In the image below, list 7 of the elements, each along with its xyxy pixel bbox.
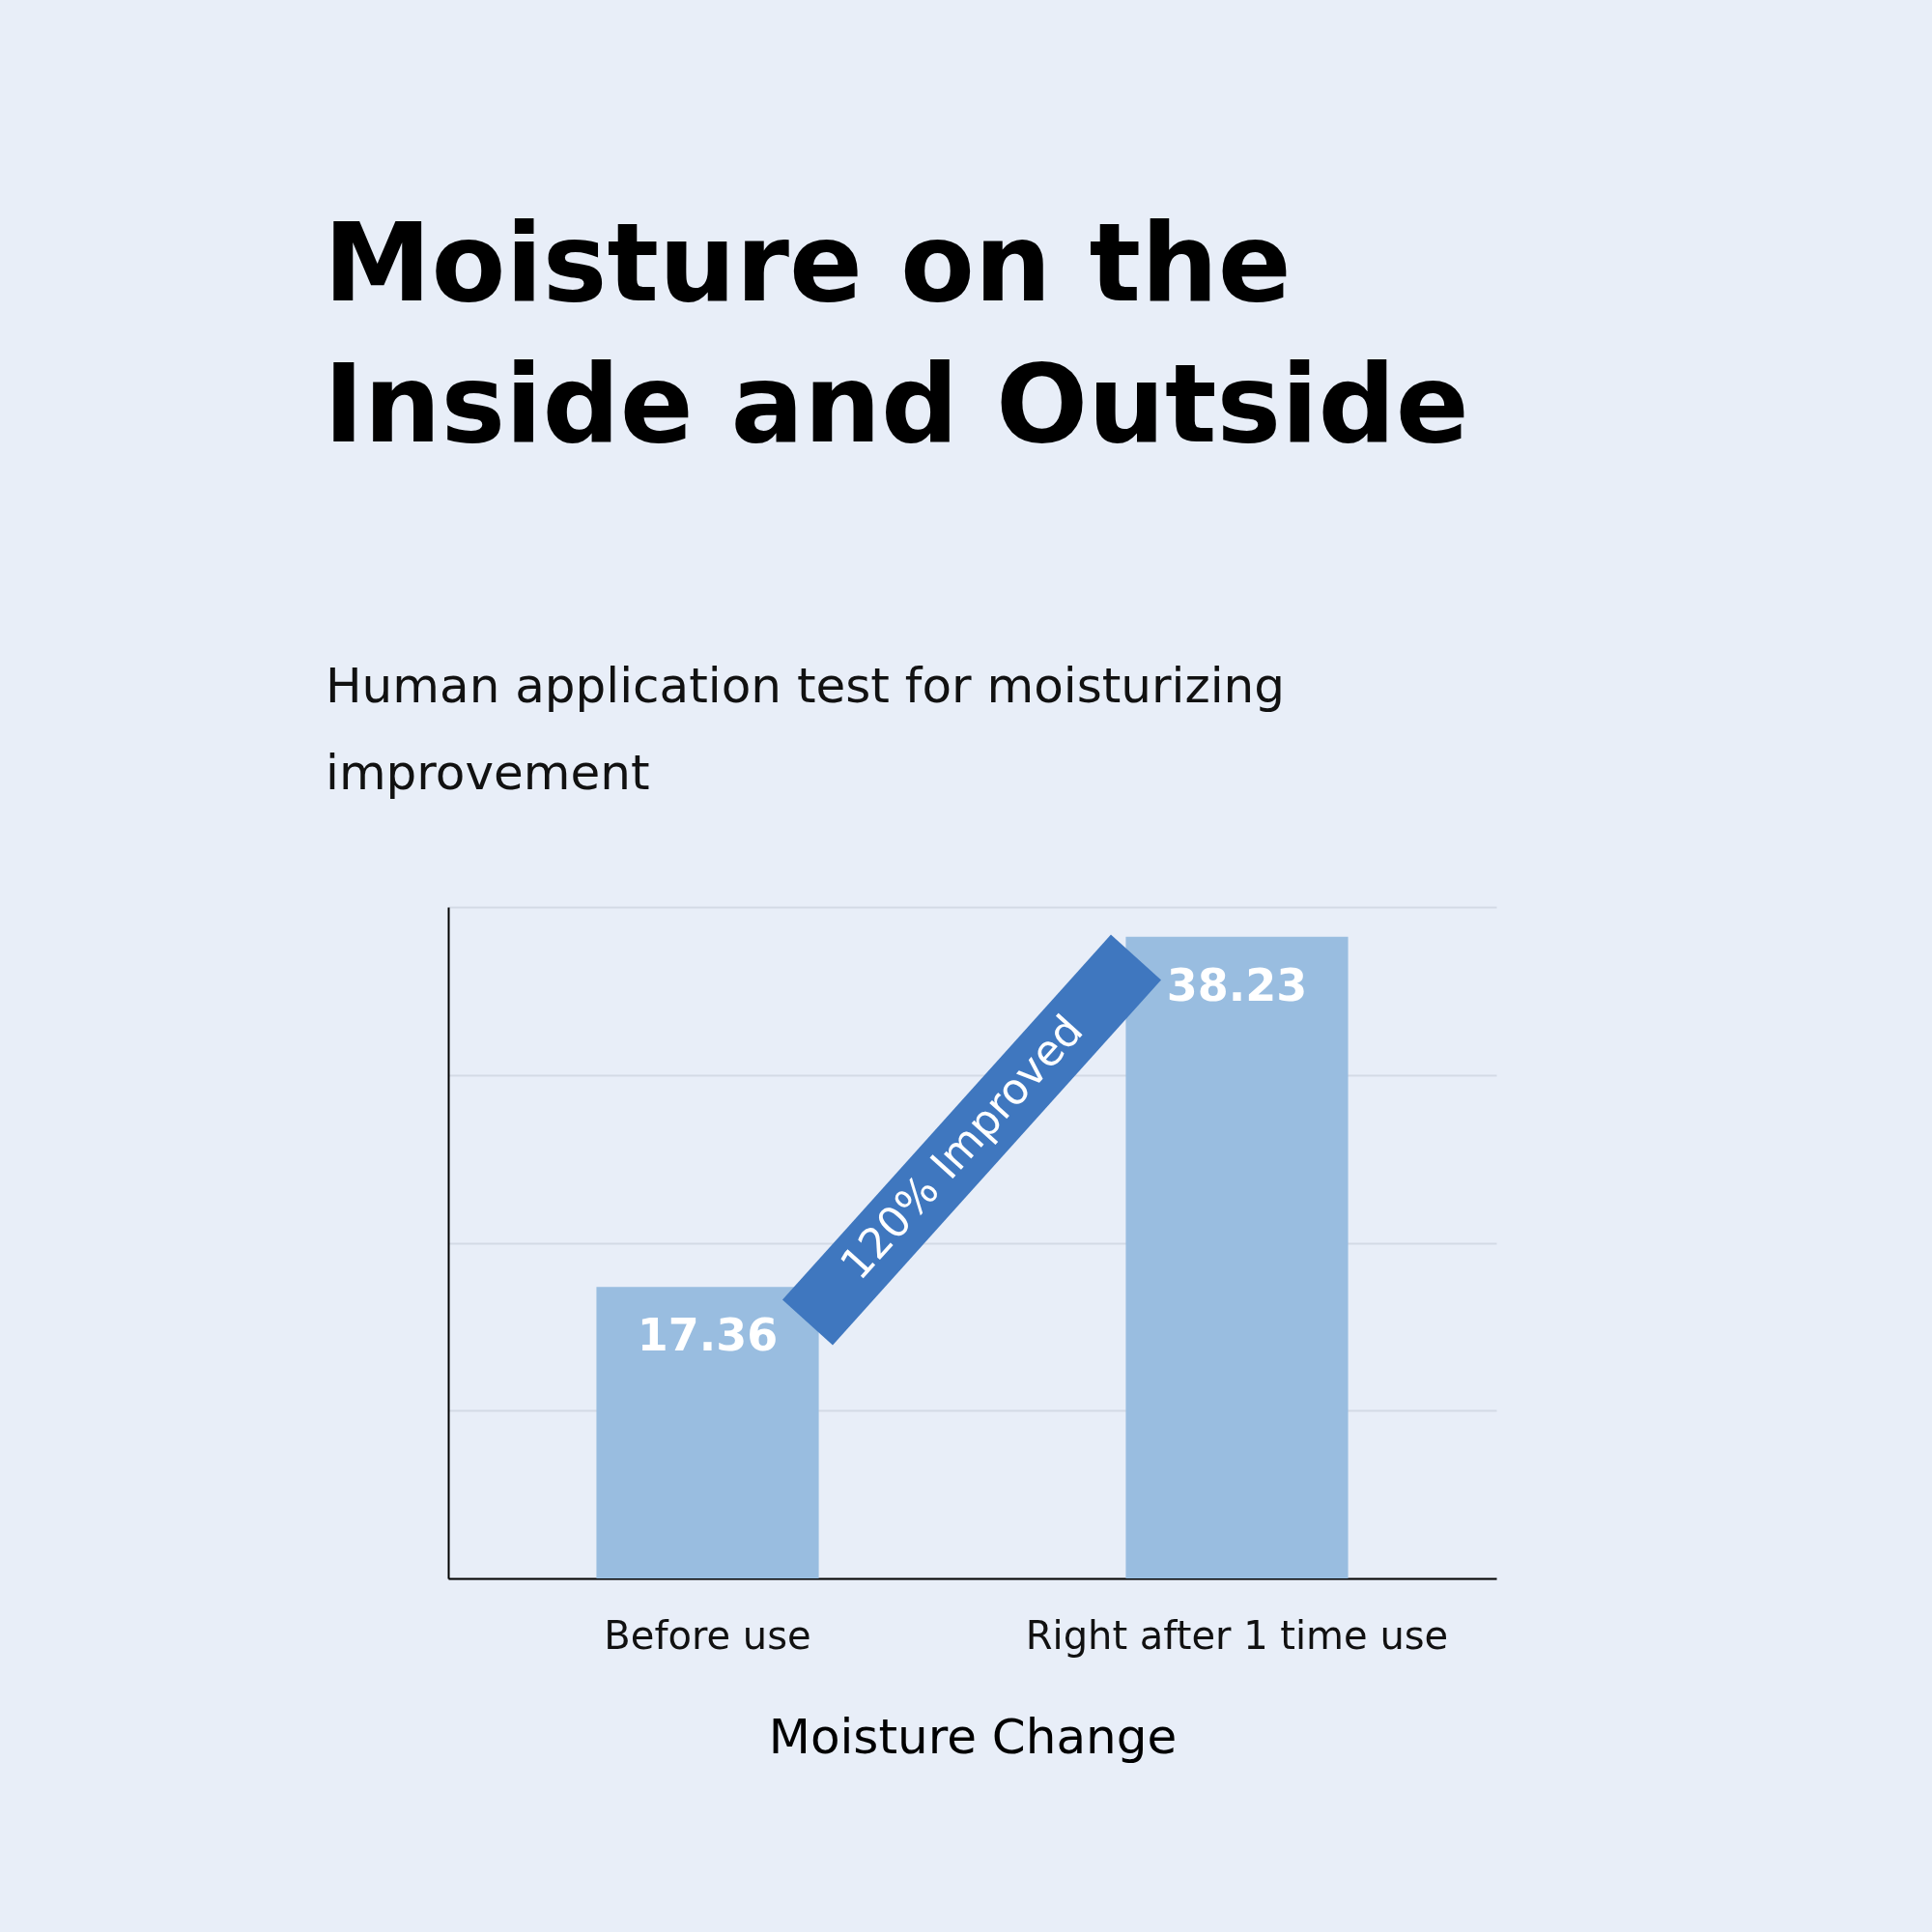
chart-title: Moisture on the Inside and Outside [324,199,1470,469]
x-axis-title: Moisture Change [768,1708,1178,1765]
x-tick-label: Right after 1 time use [1025,1612,1449,1658]
chart-subtitle: Human application test for moisturizing improvement [326,657,1287,803]
data-label: 17.36 [637,1309,779,1362]
x-tick-label: Before use [604,1612,811,1658]
data-label: 38.23 [1166,958,1308,1011]
